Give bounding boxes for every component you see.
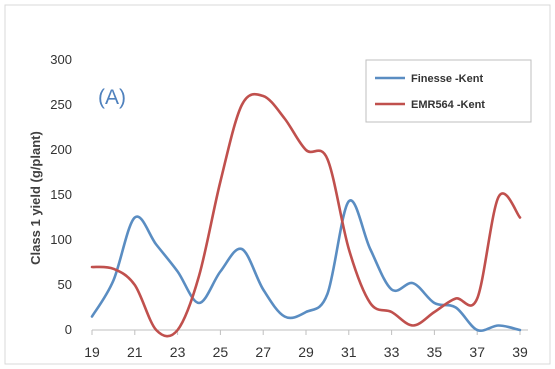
legend-entry-1: Finesse -Kent (411, 73, 483, 85)
y-axis-label: Class 1 yield (g/plant) (28, 131, 43, 265)
y-tick-label: 300 (50, 52, 72, 67)
x-tick-label: 31 (341, 344, 357, 360)
x-tick-label: 27 (255, 344, 271, 360)
legend: Finesse -Kent EMR564 -Kent (365, 59, 532, 123)
y-tick-labels: 0 50 100 150 200 250 300 (50, 52, 72, 337)
legend-entry-2: EMR564 -Kent (411, 99, 485, 111)
x-tick-label: 23 (170, 344, 186, 360)
panel-label: (A) (98, 86, 126, 109)
x-tick-label: 29 (298, 344, 314, 360)
plot-area (90, 92, 522, 338)
x-tick-label: 33 (384, 344, 400, 360)
y-tick-label: 150 (50, 187, 72, 202)
x-tick-labels: 19 21 23 25 27 29 31 33 35 37 39 (84, 344, 528, 360)
y-tick-label: 250 (50, 97, 72, 112)
x-tick-label: 37 (469, 344, 485, 360)
x-tick-label: 39 (512, 344, 528, 360)
y-tick-label: 100 (50, 232, 72, 247)
x-tick-label: 21 (127, 344, 143, 360)
axes (91, 329, 528, 335)
y-tick-label: 0 (65, 322, 72, 337)
x-tick-label: 25 (213, 344, 229, 360)
y-tick-label: 50 (58, 277, 72, 292)
x-tick-label: 19 (84, 344, 100, 360)
series-line-2 (90, 92, 522, 338)
series-line-1 (90, 199, 522, 332)
legend-box (365, 59, 532, 123)
y-tick-label: 200 (50, 142, 72, 157)
x-tick-label: 35 (427, 344, 443, 360)
